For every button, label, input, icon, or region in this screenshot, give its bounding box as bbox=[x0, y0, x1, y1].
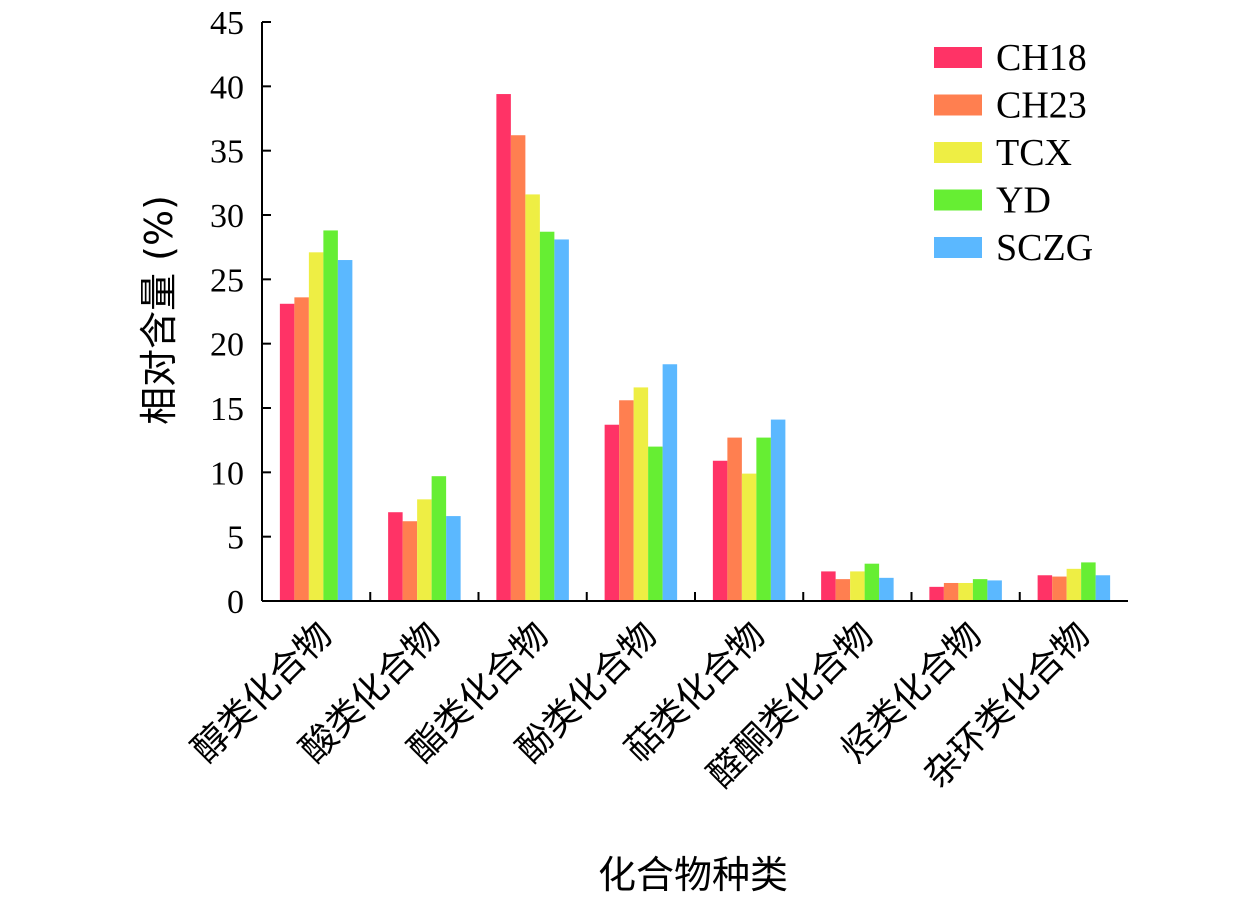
y-tick-label: 25 bbox=[210, 262, 244, 299]
y-tick-label: 5 bbox=[227, 520, 244, 557]
legend-label-ch23: CH23 bbox=[996, 85, 1087, 127]
bar-sczg-0 bbox=[337, 260, 353, 601]
bar-yd-3 bbox=[648, 446, 663, 601]
bar-ch18-5 bbox=[821, 571, 836, 601]
y-tick-label: 35 bbox=[210, 134, 244, 171]
legend-label-sczg: SCZG bbox=[996, 227, 1093, 269]
bar-yd-5 bbox=[864, 563, 880, 601]
legend-label-ch18: CH18 bbox=[996, 37, 1087, 79]
ticks-group: 0 5 10 15 20 25 30 35 40 45 bbox=[210, 5, 1021, 621]
bar-tcx-6 bbox=[958, 582, 973, 601]
bar-ch18-7 bbox=[1037, 575, 1053, 601]
bar-tcx-2 bbox=[525, 194, 540, 601]
bar-ch18-4 bbox=[712, 460, 728, 601]
legend-swatch-tcx bbox=[934, 142, 982, 163]
y-tick-label: 10 bbox=[210, 455, 244, 492]
bar-ch23-1 bbox=[402, 521, 418, 601]
bar-sczg-3 bbox=[662, 364, 678, 601]
y-tick-label: 30 bbox=[210, 198, 244, 235]
y-tick-label: 40 bbox=[210, 69, 244, 106]
legend-label-yd: YD bbox=[996, 180, 1051, 222]
y-tick-label: 45 bbox=[210, 5, 244, 42]
bar-sczg-2 bbox=[554, 239, 569, 602]
legend: CH18 CH23 TCX YD SCZG bbox=[934, 37, 1093, 269]
y-tick-label: 0 bbox=[227, 584, 244, 621]
bar-sczg-1 bbox=[446, 516, 461, 601]
bar-ch18-1 bbox=[388, 512, 403, 601]
bar-ch23-2 bbox=[510, 135, 526, 601]
bar-tcx-4 bbox=[741, 473, 757, 601]
bar-tcx-0 bbox=[308, 252, 324, 601]
bar-sczg-6 bbox=[987, 580, 1002, 601]
bar-ch23-7 bbox=[1052, 576, 1067, 601]
bar-tcx-1 bbox=[417, 499, 432, 601]
bar-tcx-7 bbox=[1066, 568, 1082, 601]
bar-yd-6 bbox=[972, 579, 988, 601]
bar-yd-4 bbox=[756, 437, 771, 601]
bar-yd-7 bbox=[1081, 562, 1096, 601]
legend-swatch-ch23 bbox=[934, 94, 982, 116]
legend-swatch-ch18 bbox=[934, 47, 982, 68]
bars-group bbox=[279, 94, 1111, 602]
bar-ch23-4 bbox=[727, 437, 742, 601]
x-axis-title: 化合物种类 bbox=[598, 853, 788, 897]
bar-ch23-0 bbox=[294, 297, 309, 601]
bar-ch23-6 bbox=[943, 582, 959, 601]
bar-ch18-3 bbox=[604, 424, 620, 601]
y-tick-label: 15 bbox=[210, 391, 244, 428]
bar-tcx-3 bbox=[633, 387, 649, 601]
legend-swatch-yd bbox=[934, 189, 982, 211]
category-labels-group: 醇类化合物酸类化合物酯类化合物酚类化合物萜类化合物醛酮类化合物烃类化合物杂环类化… bbox=[184, 614, 1098, 796]
legend-swatch-sczg bbox=[934, 237, 982, 258]
bar-sczg-5 bbox=[879, 577, 894, 601]
bar-ch18-6 bbox=[929, 586, 944, 601]
bar-ch23-5 bbox=[835, 579, 851, 601]
bar-ch18-0 bbox=[279, 303, 295, 601]
bar-sczg-7 bbox=[1095, 575, 1111, 601]
bar-yd-0 bbox=[323, 230, 338, 601]
bar-ch18-2 bbox=[496, 94, 511, 601]
bar-tcx-5 bbox=[850, 571, 865, 601]
bar-ch23-3 bbox=[619, 400, 634, 601]
y-axis-title: 相对含量 (%) bbox=[137, 195, 181, 425]
bar-yd-2 bbox=[539, 231, 555, 601]
legend-label-tcx: TCX bbox=[996, 132, 1072, 174]
bar-yd-1 bbox=[431, 476, 447, 601]
y-tick-label: 20 bbox=[210, 327, 244, 364]
bar-sczg-4 bbox=[770, 419, 786, 601]
